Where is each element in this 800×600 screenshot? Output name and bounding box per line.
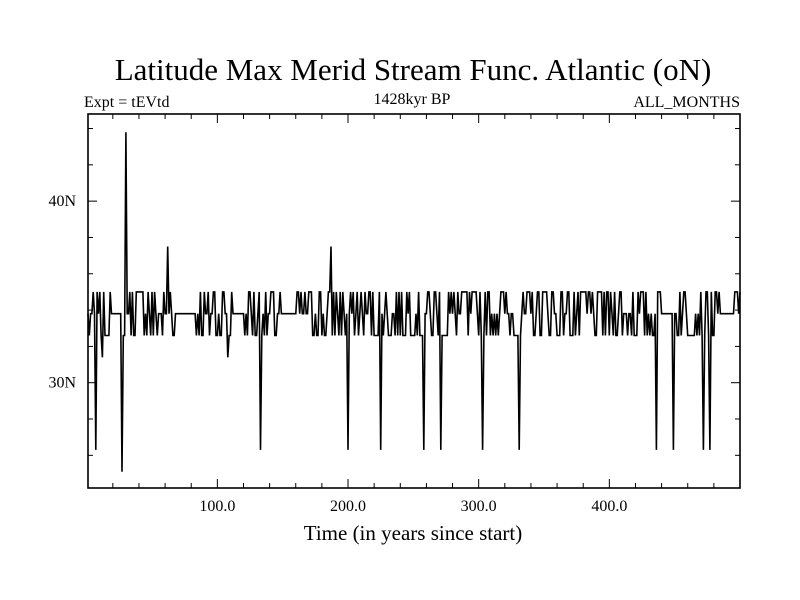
- plot-frame: [87, 113, 741, 489]
- chart-subtitle: 1428kyr BP: [374, 91, 451, 108]
- y-tick-label: 30N: [48, 375, 76, 392]
- x-tick-label: 400.0: [591, 498, 627, 515]
- y-tick-label: 40N: [48, 193, 76, 210]
- x-axis-label: Time (in years since start): [304, 521, 523, 545]
- series-line: [87, 132, 741, 472]
- months-label: ALL_MONTHS: [633, 94, 740, 111]
- chart-title: Latitude Max Merid Stream Func. Atlantic…: [115, 52, 712, 87]
- experiment-label: Expt = tEVtd: [84, 94, 169, 111]
- axis-ticks: [88, 114, 740, 488]
- x-tick-label: 100.0: [199, 498, 235, 515]
- axis-tick-labels: 100.0 200.0 300.0 400.0 30N 40N: [48, 193, 627, 515]
- x-tick-label: 300.0: [461, 498, 497, 515]
- x-tick-label: 200.0: [330, 498, 366, 515]
